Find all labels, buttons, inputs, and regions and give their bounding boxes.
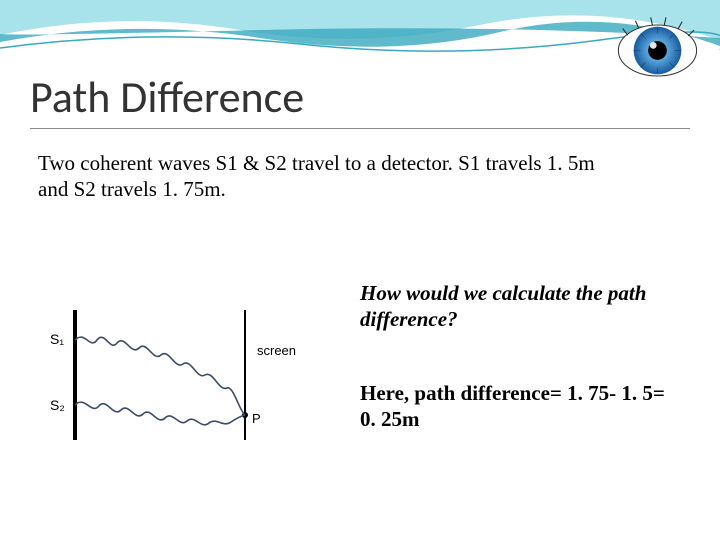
slide-title: Path Difference bbox=[30, 70, 304, 124]
question-text: How would we calculate the path differen… bbox=[360, 280, 660, 333]
label-p: P bbox=[252, 411, 261, 426]
label-screen: screen bbox=[257, 343, 296, 358]
body-text: Two coherent waves S1 & S2 travel to a d… bbox=[38, 150, 598, 203]
title-underline bbox=[30, 128, 690, 129]
eye-icon bbox=[615, 8, 700, 93]
label-s1: S₁ bbox=[50, 331, 64, 347]
answer-text: Here, path difference= 1. 75- 1. 5= 0. 2… bbox=[360, 380, 680, 433]
top-wave bbox=[0, 0, 720, 60]
path-diff-diagram: S₁ S₂ P screen bbox=[45, 300, 305, 450]
label-s2: S₂ bbox=[50, 397, 65, 413]
